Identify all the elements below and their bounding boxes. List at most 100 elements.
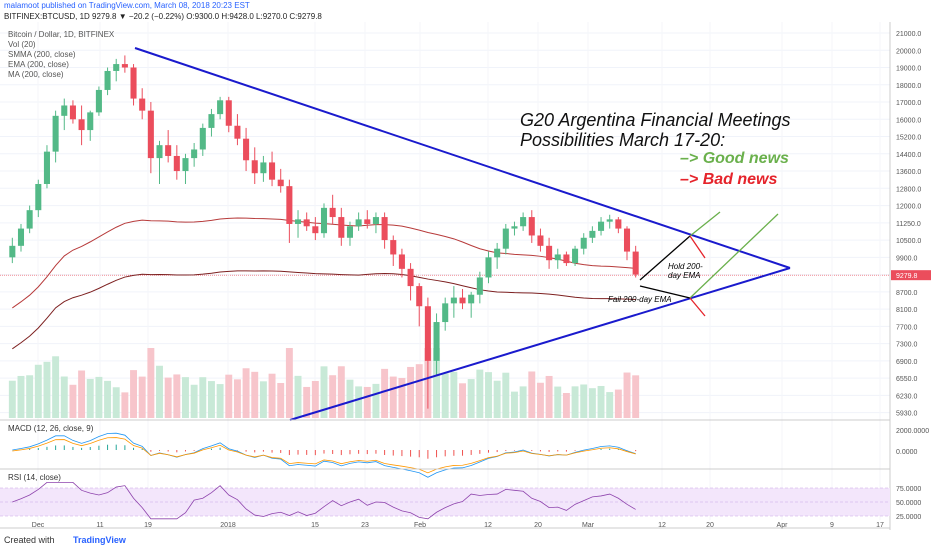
price-tick: 8700.0 xyxy=(896,290,918,297)
tradingview-logo[interactable]: TradingView xyxy=(73,535,126,545)
macd-histogram-bar xyxy=(46,446,48,450)
candle-body xyxy=(147,110,154,159)
volume-bar xyxy=(104,380,112,418)
symbol-line: BITFINEX:BTCUSD, 1D 9279.8 ▼ −20.2 (−0.2… xyxy=(4,12,322,21)
headline-1: G20 Argentina Financial Meetings xyxy=(520,110,791,130)
ma-label[interactable]: MA (200, close) xyxy=(8,70,64,79)
macd-histogram-bar xyxy=(133,447,135,450)
volume-bar xyxy=(138,376,146,418)
macd-histogram-bar xyxy=(436,450,438,458)
price-tick: 13600.0 xyxy=(896,169,921,176)
price-tick: 14400.0 xyxy=(896,152,921,159)
rsi-label[interactable]: RSI (14, close) xyxy=(8,473,61,482)
candle-body xyxy=(364,219,371,224)
price-tick: 18000.0 xyxy=(896,83,921,90)
candle-body xyxy=(511,226,518,229)
candle-body xyxy=(182,158,189,172)
macd-histogram-bar xyxy=(384,450,386,455)
volume-bar xyxy=(467,379,475,418)
volume-bar xyxy=(199,377,207,418)
candle-body xyxy=(95,89,102,113)
volume-bar xyxy=(623,372,631,418)
candle-body xyxy=(26,210,33,229)
time-tick: 12 xyxy=(658,522,666,529)
price-axis: 21000.0 20000.0 19000.0 18000.0 17000.0 16000… xyxy=(889,22,931,530)
macd-histogram-bar xyxy=(366,450,368,455)
volume-bar xyxy=(372,383,380,418)
macd-histogram-bar xyxy=(401,450,403,457)
candle-body xyxy=(234,125,241,139)
macd-histogram-bar xyxy=(453,450,455,456)
macd-histogram-bar xyxy=(262,450,264,452)
volume-bar xyxy=(355,386,363,418)
macd-label[interactable]: MACD (12, 26, close, 9) xyxy=(8,424,94,433)
candle-body xyxy=(468,294,475,304)
candle-body xyxy=(208,114,215,128)
rsi-tick: 25.0000 xyxy=(896,514,921,521)
volume-bar xyxy=(26,375,34,418)
volume-bar xyxy=(554,386,562,418)
time-tick: 12 xyxy=(484,522,492,529)
volume-bar xyxy=(545,375,553,418)
candle-body xyxy=(372,217,379,224)
volume-bar xyxy=(268,373,276,418)
candle-body xyxy=(494,248,501,258)
good-news-legend: –> Good news xyxy=(680,150,789,167)
author-name[interactable]: malamoot xyxy=(4,1,40,10)
volume-bar xyxy=(329,375,337,418)
macd-histogram-bar xyxy=(609,448,611,450)
upper-trendline xyxy=(134,47,791,269)
smma-label[interactable]: SMMA (200, close) xyxy=(8,50,76,59)
macd-histogram-bar xyxy=(548,450,550,452)
candle-body xyxy=(294,219,302,224)
time-tick: Feb xyxy=(414,522,426,529)
volume-bar xyxy=(130,370,137,418)
time-tick: 23 xyxy=(361,522,369,529)
macd-tick: 2000.0000 xyxy=(896,428,929,435)
created-with: Created with xyxy=(4,535,55,545)
volume-bar xyxy=(233,379,241,418)
candle-body xyxy=(320,207,328,234)
volume-bar xyxy=(606,392,614,418)
volume-bar xyxy=(381,368,389,418)
candle-body xyxy=(554,254,561,261)
macd-histogram-bar xyxy=(635,450,637,452)
price-tick: 19000.0 xyxy=(896,66,921,73)
vol-label[interactable]: Vol (20) xyxy=(8,40,36,49)
volume-bar xyxy=(398,378,406,418)
footer: Created with TradingView xyxy=(4,535,126,545)
volume-bar xyxy=(502,372,510,418)
candle-body xyxy=(43,151,50,184)
candle-body xyxy=(433,322,440,361)
macd-histogram-bar xyxy=(176,450,178,453)
macd-histogram-bar xyxy=(418,450,420,458)
candle-body xyxy=(390,240,397,255)
volume-bar xyxy=(320,366,328,418)
macd-histogram-bar xyxy=(427,450,429,459)
volume-bar xyxy=(43,361,51,418)
macd-histogram-bar xyxy=(358,450,360,454)
candle-body xyxy=(217,100,224,115)
candle-body xyxy=(355,219,362,227)
candle-body xyxy=(338,217,345,238)
volume-bar xyxy=(121,392,129,418)
macd-histogram-bar xyxy=(375,450,377,454)
ema-label[interactable]: EMA (200, close) xyxy=(8,60,69,69)
volume-bar xyxy=(164,377,172,418)
candle-body xyxy=(243,138,250,161)
macd-histogram-bar xyxy=(392,450,394,456)
chart-title: Bitcoin / Dollar, 1D, BITFINEX xyxy=(8,30,115,39)
volume-bar xyxy=(8,380,16,418)
time-tick: 19 xyxy=(144,522,152,529)
candle-body xyxy=(442,303,449,323)
macd-histogram-bar xyxy=(306,450,308,455)
candle-body xyxy=(130,67,137,99)
volume-bar xyxy=(78,370,86,418)
candle-body xyxy=(87,112,94,131)
volume-bar xyxy=(173,374,181,418)
macd-histogram-bar xyxy=(37,448,39,450)
last-price-text: 9279.8 xyxy=(896,273,918,280)
candle-body xyxy=(61,105,68,116)
candle-body xyxy=(537,235,544,246)
volume-bar xyxy=(259,381,267,418)
